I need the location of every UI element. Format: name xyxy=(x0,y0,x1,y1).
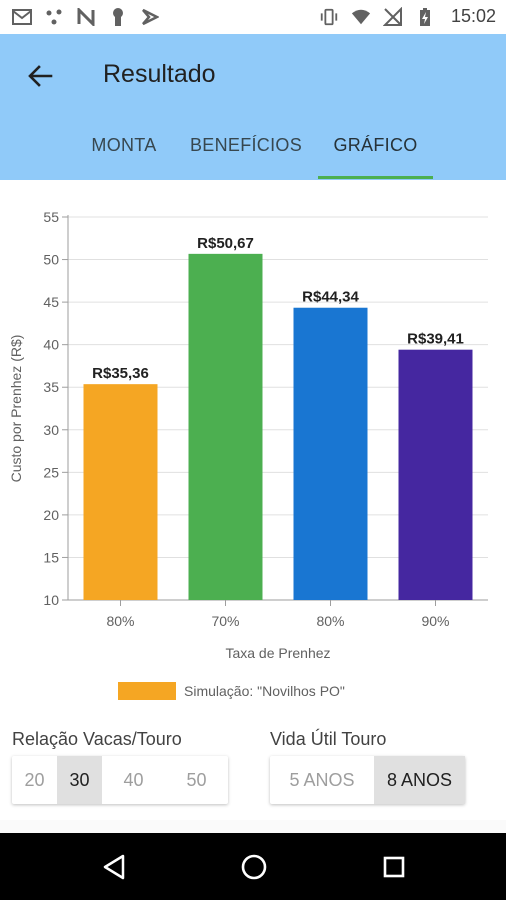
bar xyxy=(83,384,158,600)
y-tick-label: 15 xyxy=(43,549,59,565)
y-tick-label: 50 xyxy=(43,252,59,268)
legend-label: Simulação: "Novilhos PO" xyxy=(184,683,345,699)
y-tick-label: 45 xyxy=(43,294,59,310)
page-title: Resultado xyxy=(103,60,216,88)
back-triangle-icon xyxy=(103,854,125,880)
nav-back-button[interactable] xyxy=(96,849,132,885)
recents-square-icon xyxy=(383,856,405,878)
flag-icon xyxy=(140,7,160,27)
bar-value-label: R$50,67 xyxy=(197,235,254,252)
vida-util-label: Vida Útil Touro xyxy=(270,729,387,749)
bar xyxy=(398,349,473,600)
tab-grafico[interactable]: GRÁFICO xyxy=(318,124,433,180)
relacao-option-30[interactable]: 30 xyxy=(57,756,102,804)
bar-value-label: R$44,34 xyxy=(302,289,359,306)
y-tick-label: 40 xyxy=(43,337,59,353)
wifi-icon xyxy=(351,7,371,27)
tab-indicator xyxy=(318,176,433,179)
y-tick-label: 25 xyxy=(43,464,59,480)
x-axis-label: Taxa de Prenhez xyxy=(225,645,330,661)
y-tick-label: 30 xyxy=(43,422,59,438)
relacao-option-50[interactable]: 50 xyxy=(186,769,207,790)
tab-monta[interactable]: MONTA xyxy=(70,124,178,180)
y-axis-label: Custo por Prenhez (R$) xyxy=(8,335,24,483)
vibrate-icon xyxy=(319,7,339,27)
nav-home-button[interactable] xyxy=(236,849,272,885)
x-tick-label: 70% xyxy=(211,613,239,629)
home-circle-icon xyxy=(241,854,267,880)
tab-label: GRÁFICO xyxy=(333,135,418,155)
bar-value-label: R$35,36 xyxy=(92,365,149,382)
relacao-option-40[interactable]: 40 xyxy=(123,769,144,790)
app-bar: Resultado MONTA BENEFÍCIOS GRÁFICO xyxy=(0,34,506,180)
vida-util-option-5[interactable]: 5 ANOS xyxy=(289,769,355,790)
dots-icon xyxy=(44,7,64,27)
no-signal-icon xyxy=(382,6,403,27)
n-icon xyxy=(76,7,96,27)
relacao-label: Relação Vacas/Touro xyxy=(12,729,182,749)
relacao-option-20[interactable]: 20 xyxy=(24,769,45,790)
x-tick-label: 80% xyxy=(316,613,344,629)
vida-util-option-8[interactable]: 8 ANOS xyxy=(374,756,465,804)
tab-beneficios[interactable]: BENEFÍCIOS xyxy=(182,124,310,180)
bar-chart: 10 15 20 25 30 35 40 45 50 55 R$35,36 80% R$50,67 70%… xyxy=(8,209,488,661)
keyhole-icon xyxy=(108,7,128,27)
bar xyxy=(188,253,263,600)
battery-charging-icon xyxy=(415,7,435,27)
notification-icons xyxy=(12,7,160,27)
y-tick-label: 55 xyxy=(43,209,59,225)
system-icons: 15:02 xyxy=(319,6,496,27)
tab-label: MONTA xyxy=(91,135,157,155)
relacao-toggle-group: 20 30 40 50 xyxy=(12,756,228,804)
gmail-icon xyxy=(12,7,32,27)
arrow-back-icon xyxy=(28,65,53,87)
y-tick-label: 35 xyxy=(43,379,59,395)
y-tick-label: 20 xyxy=(43,507,59,523)
x-tick-label: 80% xyxy=(106,613,134,629)
bar-value-label: R$39,41 xyxy=(407,331,464,348)
bar xyxy=(293,307,368,600)
nav-recents-button[interactable] xyxy=(376,849,412,885)
chart-legend: Simulação: "Novilhos PO" xyxy=(118,682,345,700)
y-tick-label: 10 xyxy=(43,592,59,608)
status-bar: 15:02 xyxy=(0,0,506,34)
legend-swatch xyxy=(118,682,176,700)
navigation-bar xyxy=(0,833,506,900)
vida-util-toggle-group: 5 ANOS 8 ANOS xyxy=(270,756,465,804)
tab-label: BENEFÍCIOS xyxy=(189,135,303,155)
chart-panel: 10 15 20 25 30 35 40 45 50 55 R$35,36 80% R$50,67 70%… xyxy=(0,180,506,820)
x-tick-label: 90% xyxy=(421,613,449,629)
back-button[interactable] xyxy=(22,58,58,94)
status-time: 15:02 xyxy=(450,6,496,26)
